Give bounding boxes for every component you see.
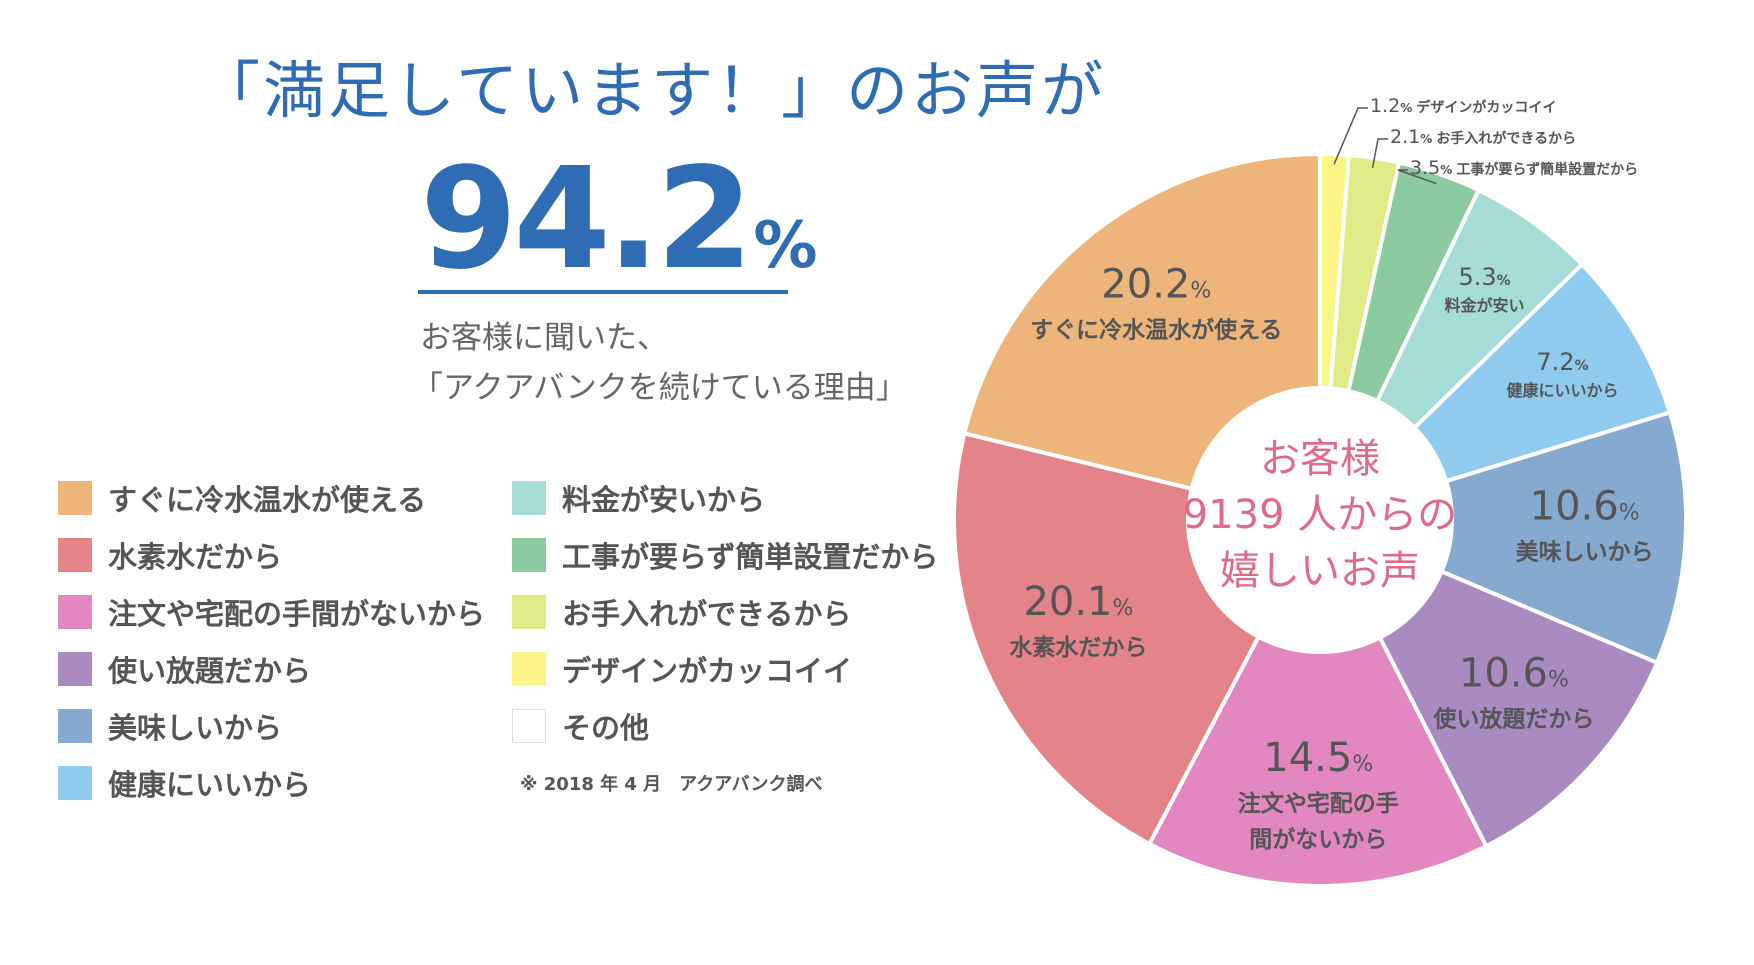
legend-label: デザインがカッコイイ <box>562 654 853 688</box>
legend-swatch <box>512 709 546 743</box>
slice-percent-label: 10.6% <box>1459 651 1569 697</box>
slice-external-label: 1.2% デザインがカッコイイ <box>1370 95 1556 117</box>
legend-label: 水素水だから <box>108 540 283 574</box>
donut-center <box>1188 388 1452 652</box>
center-text-line: 9139 人からの <box>1183 492 1458 538</box>
legend-item: 使い放題だから <box>58 648 311 690</box>
slice-name-label: 注文や宅配の手 <box>1238 790 1399 817</box>
legend-item: 料金が安いから <box>512 477 765 519</box>
slice-percent-label: 10.6% <box>1530 484 1640 530</box>
slice-percent-label: 20.1% <box>1023 579 1133 625</box>
slice-name-label: 間がないから <box>1249 826 1387 853</box>
center-text-line: 嬉しいお声 <box>1220 548 1420 594</box>
slice-percent-label: 5.3% <box>1458 263 1510 291</box>
leader-line <box>1371 138 1388 169</box>
slice-percent-label: 20.2% <box>1101 262 1211 308</box>
legend-item: その他 <box>512 705 649 747</box>
headline: 「満足しています！」のお声が <box>198 54 1107 127</box>
slice-name-label: すぐに冷水温水が使える <box>1030 317 1282 344</box>
legend-item: 健康にいいから <box>58 762 311 804</box>
slice-external-label: 2.1% お手入れができるから <box>1390 126 1576 148</box>
slice-name-label: 使い放題だから <box>1432 706 1594 733</box>
legend-swatch <box>58 709 92 743</box>
legend-label: その他 <box>562 711 650 745</box>
legend-swatch <box>512 595 546 629</box>
legend-swatch <box>58 766 92 800</box>
legend-item: デザインがカッコイイ <box>512 648 852 690</box>
legend-item: 注文や宅配の手間がないから <box>58 591 485 633</box>
legend-swatch <box>512 652 546 686</box>
slice-percent-label: 14.5% <box>1263 735 1373 781</box>
legend-label: お手入れができるから <box>562 597 852 631</box>
donut-slices <box>952 151 1688 888</box>
leader-line <box>1333 107 1368 165</box>
slice-name-label: 料金が安い <box>1445 296 1525 315</box>
slice-labels: 5.3% 料金が安い 7.2% 健康にいいから 10.6% 美味しいから 10.6% 使い放題… <box>1009 95 1653 853</box>
legend-label: 健康にいいから <box>108 768 312 802</box>
legend-swatch <box>58 538 92 572</box>
donut-slice <box>1146 634 1489 888</box>
legend-swatch <box>58 481 92 515</box>
legend-item: お手入れができるから <box>512 591 851 633</box>
slice-external-label: 3.5% 工事が要らず簡単設置だから <box>1410 157 1638 179</box>
legend-swatch <box>58 652 92 686</box>
subtitle-line-1: お客様に聞いた、 <box>420 320 668 356</box>
legend-label: 使い放題だから <box>108 654 312 688</box>
leader-lines <box>1333 107 1437 185</box>
survey-note: ※ 2018 年 4 月 アクアバンク調べ <box>520 774 823 795</box>
slice-name-label: 水素水だから <box>1009 634 1147 661</box>
legend-swatch <box>512 538 546 572</box>
leader-line <box>1397 169 1437 185</box>
legend-label: 注文や宅配の手間がないから <box>108 597 486 631</box>
center-text-line: お客様 <box>1260 436 1380 482</box>
slice-name-label: 健康にいいから <box>1506 381 1618 400</box>
satisfaction-number: 94.2 <box>420 138 753 301</box>
legend-item: すぐに冷水温水が使える <box>58 477 426 519</box>
slice-percent-label: 7.2% <box>1536 348 1588 376</box>
legend-swatch <box>512 481 546 515</box>
legend-swatch <box>58 595 92 629</box>
legend-label: 美味しいから <box>108 711 283 745</box>
subtitle-line-2: 「アクアバンクを続けている理由」 <box>412 370 907 406</box>
satisfaction-stat: 94.2% <box>420 150 818 290</box>
legend-label: すぐに冷水温水が使える <box>108 483 427 517</box>
legend-item: 美味しいから <box>58 705 282 747</box>
satisfaction-unit: % <box>753 209 818 283</box>
legend-item: 工事が要らず簡単設置だから <box>512 534 938 576</box>
legend-item: 水素水だから <box>58 534 282 576</box>
legend-label: 料金が安いから <box>562 483 766 517</box>
satisfaction-underline <box>418 290 788 294</box>
legend-label: 工事が要らず簡単設置だから <box>562 540 939 574</box>
slice-name-label: 美味しいから <box>1516 539 1654 566</box>
